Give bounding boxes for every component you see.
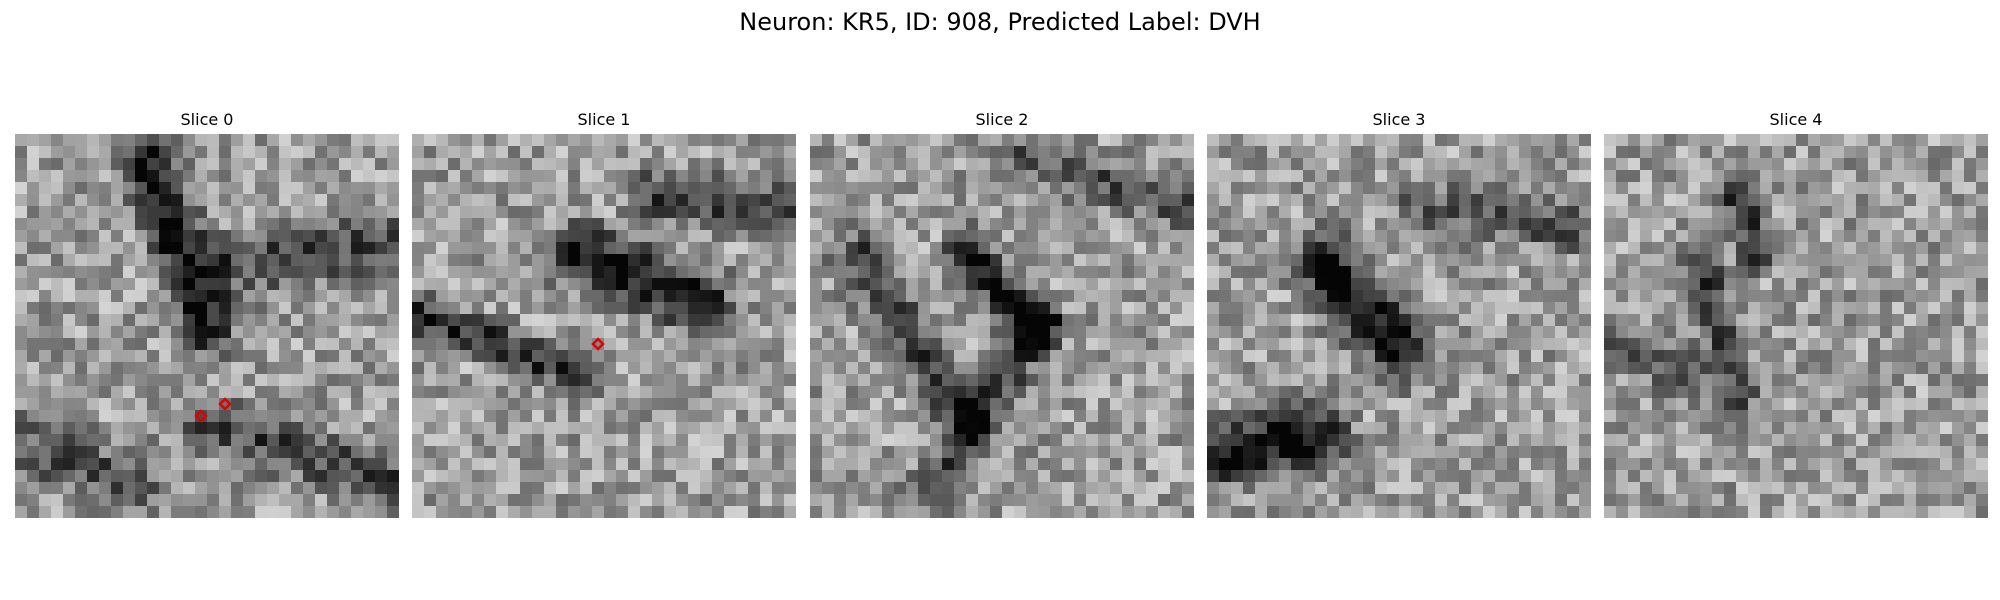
red-diamond-marker (218, 397, 232, 411)
red-diamond-marker (591, 337, 605, 351)
slice-panel-2: Slice 2 (810, 106, 1194, 518)
red-diamond-marker (194, 409, 208, 423)
slice-title: Slice 4 (1769, 110, 1823, 129)
slice-image (15, 134, 399, 518)
slice-image (810, 134, 1194, 518)
slice-image (1207, 134, 1591, 518)
slice-panel-1: Slice 1 (412, 106, 796, 518)
slice-panel-0: Slice 0 (15, 106, 399, 518)
slice-title: Slice 1 (577, 110, 631, 129)
slice-image (412, 134, 796, 518)
slice-panel-4: Slice 4 (1604, 106, 1988, 518)
slice-image (1604, 134, 1988, 518)
slice-panel-3: Slice 3 (1207, 106, 1591, 518)
figure-title: Neuron: KR5, ID: 908, Predicted Label: D… (739, 8, 1261, 36)
slice-title: Slice 0 (180, 110, 234, 129)
slice-title: Slice 2 (975, 110, 1029, 129)
slice-title: Slice 3 (1372, 110, 1426, 129)
